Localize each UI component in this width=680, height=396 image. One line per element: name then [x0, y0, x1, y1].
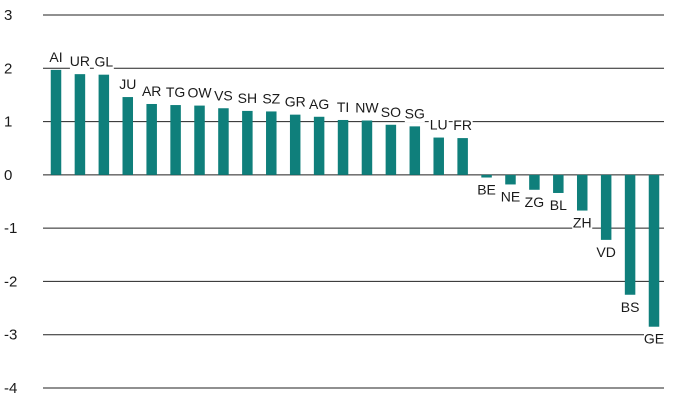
- bar-bs: [624, 174, 636, 295]
- label-background: [309, 95, 330, 113]
- category-label-ne: NE: [501, 188, 520, 204]
- bar-be: [481, 174, 492, 178]
- label-background: [452, 117, 473, 135]
- category-label-ju: JU: [119, 76, 136, 92]
- category-label-bs: BS: [621, 299, 640, 315]
- bar-sh: [242, 110, 253, 175]
- bar-ti: [337, 119, 349, 175]
- bar-gr: [289, 114, 301, 175]
- category-label-bl: BL: [550, 197, 567, 213]
- bar-sg: [409, 126, 421, 175]
- label-background: [356, 99, 377, 117]
- label-background: [404, 105, 425, 123]
- label-background: [165, 84, 186, 102]
- y-tick-label: 0: [4, 167, 12, 184]
- label-background: [596, 243, 617, 261]
- bar-ow: [194, 105, 205, 175]
- label-background: [213, 87, 234, 105]
- category-label-zg: ZG: [525, 194, 544, 210]
- label-background: [572, 214, 593, 232]
- category-label-ar: AR: [142, 83, 161, 99]
- bar-nw: [361, 120, 373, 175]
- category-label-ow: OW: [187, 85, 212, 101]
- label-background: [285, 93, 306, 111]
- category-label-gr: GR: [285, 94, 306, 110]
- category-label-zh: ZH: [573, 215, 592, 231]
- bar-ar: [146, 103, 157, 175]
- label-background: [261, 90, 282, 108]
- bar-sz: [266, 111, 277, 175]
- label-background: [189, 84, 210, 102]
- y-tick-label: 1: [4, 114, 12, 131]
- label-background: [237, 89, 258, 107]
- category-label-fr: FR: [453, 117, 472, 133]
- label-background: [46, 48, 66, 66]
- y-tick-label: -3: [4, 327, 17, 344]
- gridlines: [43, 14, 664, 389]
- category-label-vs: VS: [214, 87, 233, 103]
- label-background: [500, 188, 521, 206]
- label-background: [333, 98, 354, 116]
- label-background: [644, 330, 664, 348]
- label-background: [69, 53, 90, 71]
- label-background: [524, 193, 545, 211]
- bar-ne: [505, 174, 516, 185]
- category-label-tg: TG: [166, 84, 185, 100]
- category-label-gl: GL: [94, 54, 113, 70]
- category-label-nw: NW: [355, 100, 379, 116]
- category-labels: AI UR GL JU AR TG OW VS SH SZ GR AG TI NW SO SG LU FR BE NE…: [46, 48, 664, 348]
- bar-lu: [433, 137, 444, 175]
- y-tick-label: 2: [4, 60, 12, 77]
- label-background: [476, 181, 497, 199]
- label-background: [428, 116, 449, 134]
- label-background: [380, 103, 401, 121]
- label-background: [620, 298, 641, 316]
- bar-gl: [98, 74, 110, 175]
- y-tick-label: 3: [4, 7, 12, 24]
- bar-zh: [576, 174, 588, 211]
- bar-ur: [74, 74, 86, 175]
- label-background: [93, 53, 114, 71]
- bar-vd: [600, 174, 612, 240]
- y-axis-ticks: 3 2 1 0 -1 -2 -3 -4: [4, 7, 17, 396]
- y-tick-label: -4: [4, 380, 17, 396]
- label-background: [548, 196, 569, 214]
- bar-ge: [648, 174, 660, 327]
- y-tick-label: -1: [4, 220, 17, 237]
- category-label-lu: LU: [430, 117, 448, 133]
- category-label-so: SO: [381, 104, 401, 120]
- category-label-sh: SH: [238, 90, 257, 106]
- category-label-ge: GE: [644, 331, 664, 347]
- category-label-ag: AG: [309, 96, 329, 112]
- bar-tg: [170, 105, 181, 175]
- bar-ag: [313, 116, 325, 175]
- bar-ai: [50, 69, 62, 175]
- bar-bl: [553, 174, 564, 193]
- bars: [50, 69, 660, 327]
- category-label-be: BE: [477, 182, 496, 198]
- category-label-ti: TI: [337, 99, 349, 115]
- bar-zg: [529, 174, 540, 190]
- bar-so: [385, 124, 397, 175]
- category-label-sg: SG: [405, 105, 425, 121]
- bar-ju: [122, 97, 134, 175]
- category-label-ai: AI: [49, 49, 62, 65]
- y-tick-label: -2: [4, 273, 17, 290]
- category-label-sz: SZ: [262, 90, 280, 106]
- category-label-ur: UR: [70, 53, 90, 69]
- category-label-vd: VD: [596, 244, 615, 260]
- bar-fr: [457, 138, 468, 175]
- label-background: [117, 76, 138, 94]
- bar-vs: [218, 108, 229, 175]
- label-background: [141, 82, 162, 100]
